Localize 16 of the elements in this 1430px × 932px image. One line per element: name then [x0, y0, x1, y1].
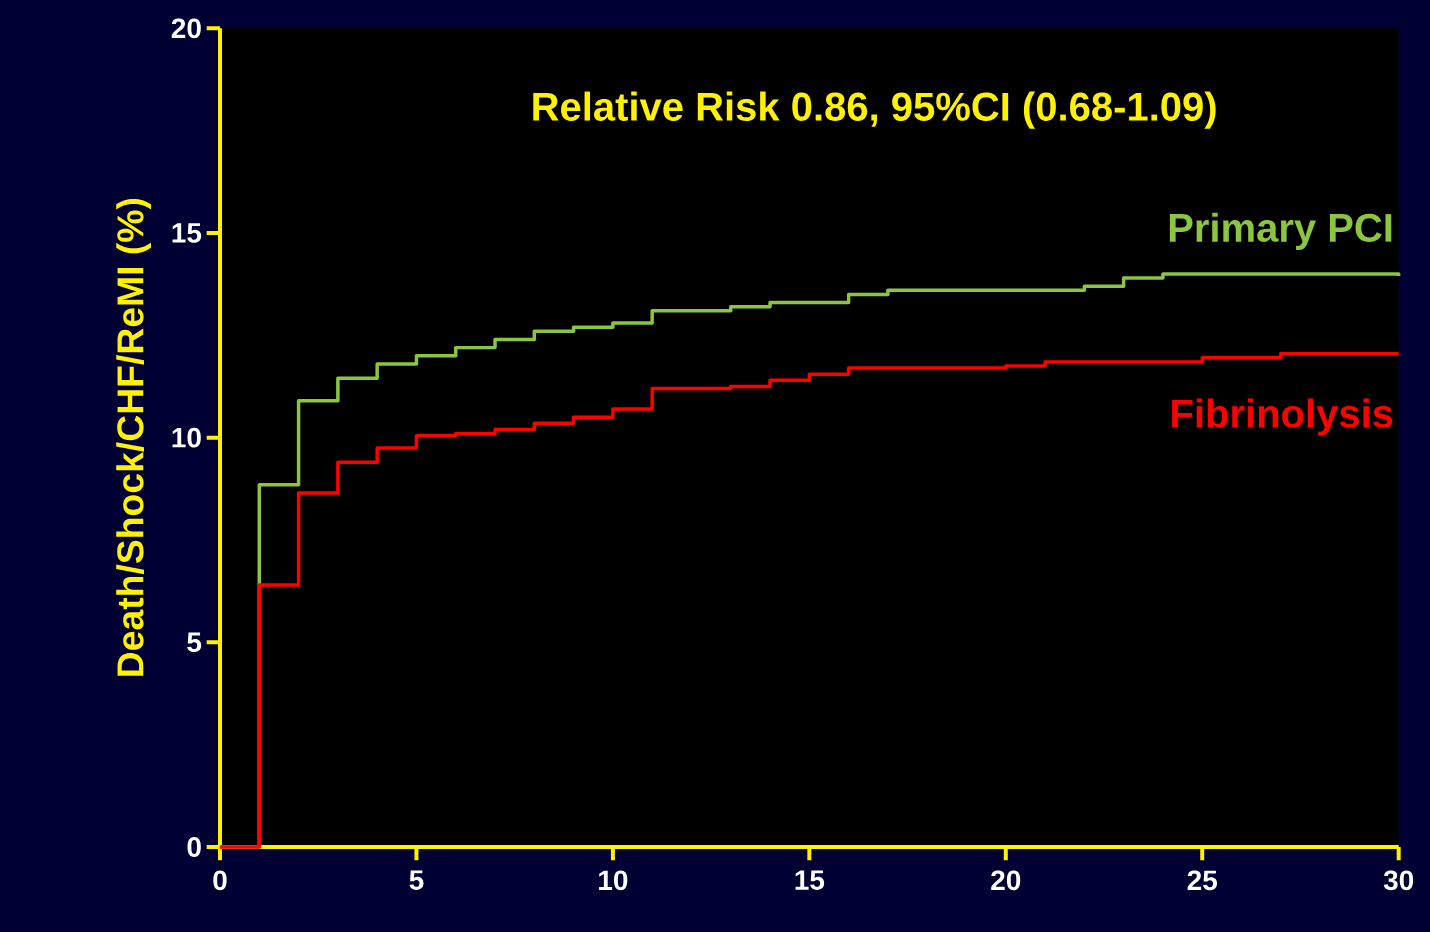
- y-tick-label: 20: [171, 18, 201, 39]
- x-tick-label: 30: [1383, 870, 1414, 891]
- x-tick-label: 5: [409, 870, 424, 890]
- x-tick-label: 20: [991, 870, 1021, 891]
- series-label: Primary PCI: [1169, 212, 1392, 250]
- x-tick-label: 10: [599, 870, 628, 891]
- x-tick-label: 25: [1187, 870, 1218, 891]
- y-axis-title: Death/Shock/CHF/ReMI (%): [116, 198, 151, 676]
- y-tick-label: 0: [187, 837, 201, 857]
- y-tick-label: 15: [172, 223, 202, 243]
- y-tick-label: 5: [187, 632, 202, 653]
- x-tick-label: 0: [213, 870, 227, 891]
- y-tick-label: 10: [172, 427, 201, 448]
- series-label: Fibrinolysis: [1172, 398, 1393, 436]
- x-tick-label: 15: [795, 870, 825, 890]
- annotation: Relative Risk 0.86, 95%CI (0.68-1.09): [533, 91, 1216, 129]
